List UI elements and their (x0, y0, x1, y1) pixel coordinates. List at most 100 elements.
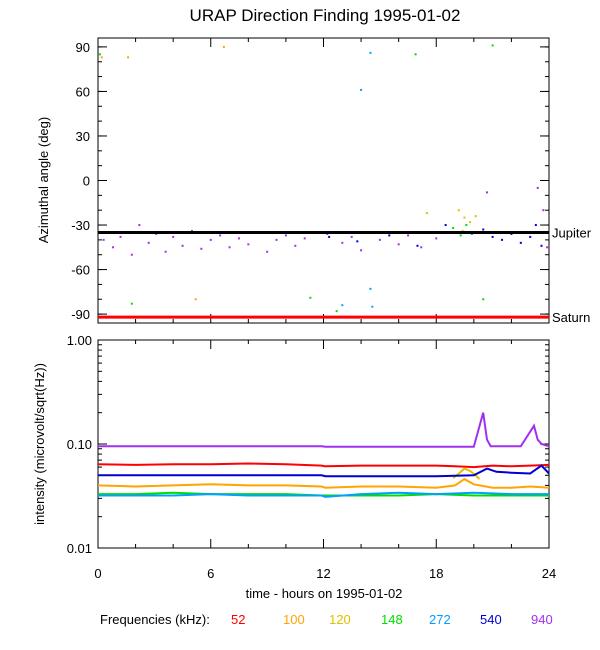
azimuth-point-940 (360, 249, 363, 252)
azimuth-plot-frame (97, 37, 550, 324)
azimuth-point-940 (350, 235, 353, 238)
azimuth-point-148 (130, 302, 133, 305)
legend-item-52: 52 (231, 612, 246, 627)
azimuth-point-272 (369, 51, 372, 54)
azimuth-point-540 (540, 244, 543, 247)
x-tick-label: 24 (542, 566, 556, 581)
azimuth-point-940 (130, 253, 133, 256)
legend-item-148: 148 (381, 612, 403, 627)
azimuth-point-940 (294, 244, 297, 247)
azimuth-point-120 (469, 221, 472, 224)
azimuth-point-940 (303, 237, 306, 240)
intensity-y-tick-label: 1.00 (67, 333, 92, 348)
azimuth-y-tick-label: 30 (76, 129, 90, 144)
azimuth-panel: Azimuthal angle (deg) 90 60 30 0 -30 -60 -90 J… (36, 37, 592, 325)
azimuth-point-540 (388, 234, 391, 237)
azimuth-point-272 (369, 287, 372, 290)
intensity-series-100 (97, 477, 550, 489)
azimuth-point-940 (164, 250, 167, 253)
azimuth-point-100 (127, 56, 130, 59)
intensity-series-540 (98, 464, 550, 478)
reference-label-saturn: Saturn (552, 310, 590, 325)
azimuth-point-940 (378, 238, 381, 241)
x-tick-label: 18 (429, 566, 443, 581)
azimuth-point-120 (474, 215, 477, 218)
x-tick-label: 0 (94, 566, 101, 581)
azimuth-point-940 (181, 244, 184, 247)
intensity-plot-frame (97, 339, 550, 549)
reference-label-jupiter: Jupiter (552, 225, 592, 240)
azimuth-point-940 (546, 246, 549, 249)
legend-item-120: 120 (329, 612, 351, 627)
azimuth-point-940 (147, 241, 150, 244)
azimuth-point-120 (457, 209, 460, 212)
azimuth-point-940 (485, 191, 488, 194)
azimuth-point-940 (219, 234, 222, 237)
azimuth-point-148 (414, 53, 417, 56)
intensity-y-axis-label: intensity (microvolt/sqrt(Hz)) (32, 363, 47, 525)
azimuth-point-940 (138, 224, 141, 227)
azimuth-point-540 (529, 235, 532, 238)
azimuth-point-940 (542, 209, 545, 212)
frequency-legend: Frequencies (kHz): 52 100 120 148 272 54… (100, 612, 570, 632)
azimuth-point-940 (341, 241, 344, 244)
azimuth-point-100 (222, 45, 225, 48)
azimuth-point-940 (407, 234, 410, 237)
azimuth-point-540 (328, 235, 331, 238)
intensity-panel: intensity (microvolt/sqrt(Hz)) time - ho… (32, 333, 556, 601)
azimuth-point-148 (465, 224, 468, 227)
azimuth-y-tick-label: -60 (71, 263, 90, 278)
azimuth-point-940 (102, 238, 105, 241)
azimuth-point-940 (237, 237, 240, 240)
azimuth-y-tick-label: -90 (71, 307, 90, 322)
azimuth-point-148 (491, 44, 494, 47)
azimuth-point-148 (335, 310, 338, 313)
azimuth-point-148 (482, 298, 485, 301)
x-tick-label: 6 (207, 566, 214, 581)
azimuth-point-940 (420, 246, 423, 249)
azimuth-point-940 (228, 246, 231, 249)
chart-title: URAP Direction Finding 1995-01-02 (190, 6, 461, 25)
azimuth-point-940 (435, 237, 438, 240)
azimuth-point-100 (100, 56, 103, 59)
legend-item-100: 100 (283, 612, 305, 627)
azimuth-point-148 (452, 227, 455, 229)
azimuth-point-940 (119, 235, 122, 238)
azimuth-point-148 (98, 53, 101, 56)
intensity-series-52 (97, 462, 550, 469)
azimuth-point-940 (275, 238, 278, 241)
azimuth-point-940 (200, 247, 203, 250)
azimuth-y-tick-label: 90 (76, 40, 90, 55)
azimuth-y-tick-label: 60 (76, 84, 90, 99)
azimuth-point-540 (356, 240, 359, 243)
azimuth-point-540 (519, 241, 522, 244)
azimuth-point-940 (112, 246, 115, 249)
azimuth-y-tick-label: 0 (83, 174, 90, 189)
azimuth-point-940 (266, 250, 269, 253)
azimuth-point-120 (425, 212, 428, 215)
intensity-series-120 (452, 467, 481, 480)
azimuth-point-120 (463, 216, 466, 219)
x-tick-label: 12 (316, 566, 330, 581)
intensity-series-272 (98, 491, 549, 498)
azimuth-y-axis-label: Azimuthal angle (deg) (36, 117, 51, 243)
azimuth-point-148 (459, 234, 462, 237)
azimuth-point-272 (360, 88, 363, 91)
azimuth-point-940 (209, 238, 212, 241)
x-axis-label: time - hours on 1995-01-02 (246, 586, 403, 601)
intensity-y-tick-label: 0.10 (67, 437, 92, 452)
legend-item-540: 540 (480, 612, 502, 627)
azimuth-point-540 (534, 224, 537, 227)
azimuth-y-tick-label: -30 (71, 218, 90, 233)
azimuth-point-540 (416, 244, 419, 247)
legend-item-940: 940 (531, 612, 553, 627)
azimuth-point-540 (444, 224, 447, 227)
azimuth-point-940 (536, 186, 539, 189)
azimuth-point-100 (194, 298, 197, 301)
azimuth-point-940 (397, 243, 400, 246)
azimuth-point-540 (491, 235, 494, 238)
intensity-series-940 (98, 412, 550, 448)
legend-item-272: 272 (429, 612, 451, 627)
azimuth-point-540 (482, 228, 485, 231)
